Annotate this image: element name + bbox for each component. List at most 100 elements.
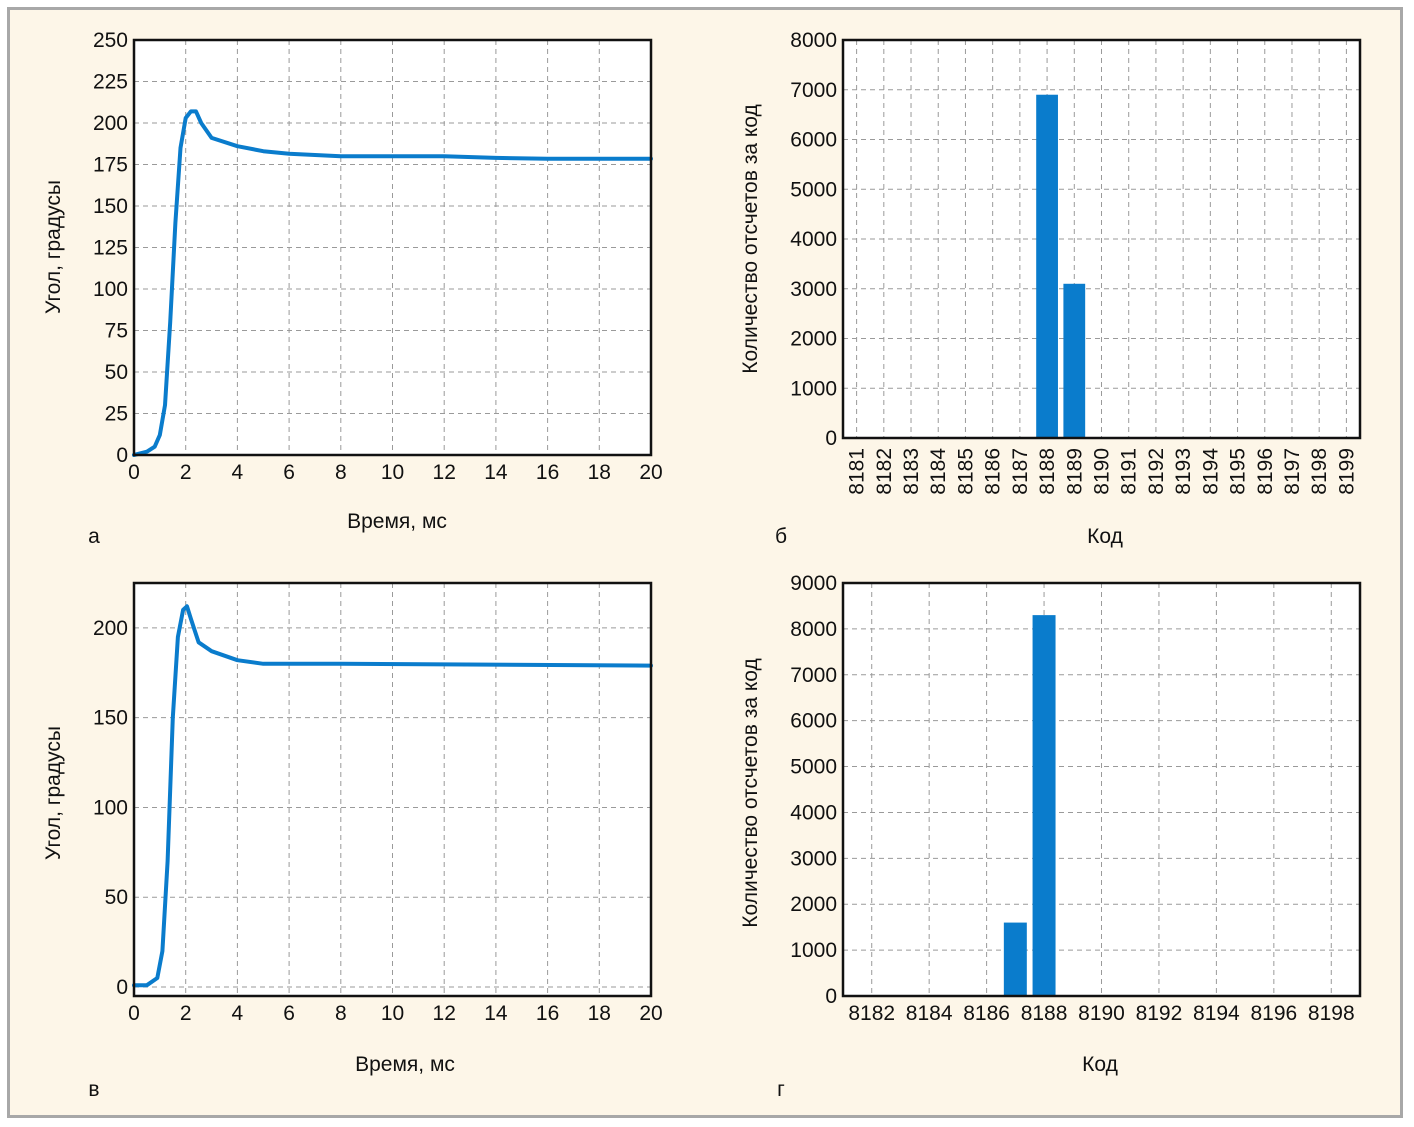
x-tick-label: 8196	[1250, 1002, 1297, 1025]
y-axis-label: Угол, градусы	[42, 726, 65, 860]
y-tick-label: 4000	[790, 228, 837, 251]
panel-label: в	[88, 1078, 99, 1101]
y-tick-label: 75	[105, 320, 128, 343]
y-tick-label: 2000	[790, 893, 837, 916]
y-tick-label: 125	[93, 237, 128, 260]
bar-8188	[1036, 94, 1058, 438]
x-tick-label: 8189	[1063, 448, 1086, 495]
x-tick-label: 6	[283, 461, 295, 484]
x-tick-label: 16	[536, 1002, 559, 1025]
y-tick-label: 2000	[790, 328, 837, 351]
y-tick-label: 6000	[790, 129, 837, 152]
x-tick-label: 8183	[900, 448, 923, 495]
y-tick-label: 7000	[790, 664, 837, 687]
x-axis-label: Время, мс	[355, 1053, 455, 1076]
x-tick-label: 8194	[1193, 1002, 1240, 1025]
chart-d: 0 1000 2000 3000 4000 5000 6000 7000 8000 9000 818…	[739, 572, 1362, 1101]
chart-c: 0 50 100 150 200 0 2 4 6 8 10 12 14 16 18 20 Угол, граду…	[42, 581, 663, 1101]
x-tick-label: 8181	[846, 448, 869, 495]
x-tick-label: 14	[484, 461, 508, 484]
x-tick-label: 20	[639, 461, 662, 484]
x-tick-label: 10	[381, 1002, 404, 1025]
x-tick-label: 8192	[1136, 1002, 1183, 1025]
y-tick-label: 50	[105, 361, 128, 384]
y-tick-label: 6000	[790, 710, 837, 733]
x-tick-label: 8195	[1227, 448, 1250, 495]
x-tick-label: 2	[180, 461, 192, 484]
x-tick-label: 12	[433, 461, 456, 484]
y-tick-label: 200	[93, 617, 128, 640]
x-axis-label: Код	[1082, 1053, 1118, 1076]
x-tick-label: 0	[128, 1002, 140, 1025]
x-tick-label: 8192	[1145, 448, 1168, 495]
y-tick-label: 100	[93, 278, 128, 301]
x-axis-label: Время, мс	[347, 510, 447, 533]
y-tick-label: 250	[93, 29, 128, 52]
y-tick-label: 9000	[790, 572, 837, 595]
y-tick-label: 3000	[790, 847, 837, 870]
panel-label: б	[775, 525, 787, 548]
x-tick-label: 8182	[848, 1002, 895, 1025]
y-tick-label: 25	[105, 403, 128, 426]
x-tick-label: 8	[335, 1002, 347, 1025]
x-tick-label: 8190	[1091, 448, 1114, 495]
bar-8189	[1063, 283, 1086, 438]
x-tick-label: 10	[381, 461, 404, 484]
x-tick-label: 8188	[1021, 1002, 1068, 1025]
plot-border	[132, 38, 653, 457]
x-tick-label: 8196	[1254, 448, 1277, 495]
x-tick-label: 20	[639, 1002, 662, 1025]
x-tick-label: 8188	[1036, 448, 1059, 495]
x-tick-label: 2	[180, 1002, 192, 1025]
x-tick-label: 12	[433, 1002, 456, 1025]
y-tick-label: 5000	[790, 178, 837, 201]
x-tick-label: 8199	[1335, 448, 1358, 495]
y-tick-label: 7000	[790, 79, 837, 102]
x-tick-label: 8184	[906, 1002, 953, 1025]
plot-border	[841, 581, 1362, 998]
x-tick-label: 8186	[963, 1002, 1010, 1025]
y-axis-label: Количество отсчетов за код	[739, 658, 762, 927]
bar-8188	[1032, 615, 1056, 996]
y-tick-label: 0	[825, 985, 837, 1008]
chart-a: 0 25 50 75 100 125 150 175 200 225 250 0 2 4 6 8 10 12 14 1…	[42, 29, 663, 548]
y-tick-label: 175	[93, 154, 128, 177]
x-tick-label: 18	[588, 461, 611, 484]
y-tick-label: 4000	[790, 801, 837, 824]
y-tick-label: 0	[116, 976, 128, 999]
x-tick-label: 8186	[982, 448, 1005, 495]
y-tick-label: 1000	[790, 377, 837, 400]
x-tick-label: 8187	[1009, 448, 1032, 495]
series-line	[132, 109, 653, 457]
x-tick-label: 8198	[1308, 448, 1331, 495]
y-tick-label: 5000	[790, 756, 837, 779]
x-tick-label: 4	[232, 1002, 244, 1025]
x-tick-label: 8197	[1281, 448, 1304, 495]
y-tick-label: 0	[825, 427, 837, 450]
x-tick-label: 8198	[1308, 1002, 1355, 1025]
y-axis-label: Количество отсчетов за код	[739, 104, 762, 373]
y-tick-label: 100	[93, 796, 128, 819]
y-tick-label: 8000	[790, 29, 837, 52]
panel-label: а	[88, 525, 100, 548]
y-tick-label: 8000	[790, 618, 837, 641]
y-tick-label: 150	[93, 195, 128, 218]
x-tick-label: 4	[232, 461, 244, 484]
y-tick-label: 225	[93, 71, 128, 94]
y-tick-label: 3000	[790, 278, 837, 301]
y-tick-label: 1000	[790, 939, 837, 962]
x-tick-label: 8194	[1199, 448, 1222, 495]
x-tick-label: 8193	[1172, 448, 1195, 495]
y-tick-label: 150	[93, 707, 128, 730]
y-tick-label: 200	[93, 112, 128, 135]
x-tick-label: 8184	[927, 448, 950, 495]
plot-border	[132, 581, 653, 998]
x-tick-label: 8182	[873, 448, 896, 495]
y-axis-label: Угол, градусы	[42, 180, 65, 314]
panel-label: г	[777, 1078, 785, 1101]
x-tick-label: 18	[588, 1002, 611, 1025]
x-tick-label: 8191	[1118, 448, 1141, 495]
x-axis-label: Код	[1087, 525, 1123, 548]
